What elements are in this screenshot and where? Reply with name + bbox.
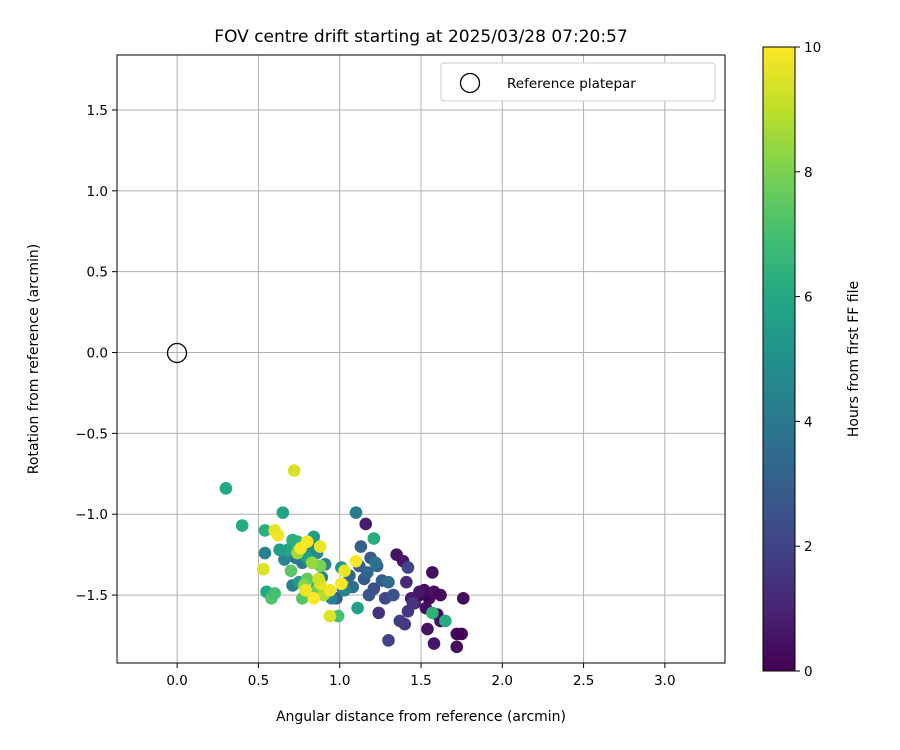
data-point [271, 528, 285, 542]
data-point [286, 533, 299, 547]
data-point [400, 575, 413, 589]
data-point [421, 622, 434, 636]
data-point [439, 614, 452, 628]
data-point [367, 532, 381, 545]
data-point [456, 592, 470, 605]
legend-marker-icon [459, 72, 481, 94]
x-tick-label: 2.5 [573, 673, 594, 689]
x-tick-label: 3.0 [654, 673, 675, 689]
x-tick-label: 0.5 [248, 673, 269, 689]
data-point [427, 637, 441, 650]
data-point [387, 588, 400, 602]
data-point [219, 482, 233, 495]
data-point [235, 519, 249, 532]
data-point [372, 606, 386, 620]
x-tick-label: 0.0 [166, 673, 187, 689]
data-point [276, 506, 290, 519]
colorbar-gradient [762, 46, 796, 672]
data-point [354, 540, 368, 553]
data-point [299, 583, 312, 597]
data-point [287, 464, 301, 477]
chart-title: FOV centre drift starting at 2025/03/28 … [214, 27, 627, 47]
data-point [307, 592, 321, 605]
data-point [338, 564, 351, 578]
data-point [351, 601, 364, 615]
y-tick-label: 0.0 [87, 346, 108, 362]
data-point [349, 554, 363, 568]
data-point [257, 562, 270, 576]
y-tick-label: −0.5 [75, 426, 108, 442]
data-point [359, 517, 373, 531]
data-point [434, 588, 447, 602]
y-axis-label: Rotation from reference (arcmin) [26, 244, 42, 474]
data-point [313, 540, 327, 553]
data-point [455, 627, 468, 641]
x-tick-label: 2.0 [492, 673, 513, 689]
data-point [278, 553, 291, 566]
colorbar-label: Hours from first FF file [846, 281, 862, 437]
data-point [323, 609, 337, 623]
legend-box [440, 62, 716, 102]
data-point [401, 561, 415, 574]
data-point [294, 541, 308, 555]
colorbar-tick-label: 8 [804, 165, 813, 181]
y-axis-ticks: −1.5 −1.0 −0.5 0.0 0.5 1.0 1.5 [75, 103, 117, 604]
x-tick-label: 1.0 [329, 673, 350, 689]
y-tick-label: 1.5 [87, 103, 108, 119]
data-points [219, 464, 470, 654]
colorbar-tick-label: 6 [804, 290, 813, 306]
data-point [312, 572, 325, 586]
data-point [398, 617, 412, 631]
data-point [426, 606, 439, 620]
y-tick-label: 1.0 [87, 184, 108, 200]
data-point [390, 548, 403, 561]
data-point [335, 577, 348, 591]
y-tick-label: −1.5 [75, 588, 108, 604]
data-point [426, 566, 439, 579]
x-axis-ticks: 0.0 0.5 1.0 1.5 2.0 2.5 3.0 [166, 663, 676, 689]
data-point [349, 506, 363, 519]
data-point [450, 640, 464, 654]
data-point [401, 604, 415, 618]
colorbar-tick-label: 4 [804, 414, 813, 430]
data-point [284, 564, 298, 578]
y-tick-label: −1.0 [75, 507, 108, 523]
data-point [323, 583, 337, 597]
reference-platepar-marker [166, 342, 188, 364]
data-point [361, 566, 374, 579]
data-point [268, 587, 281, 600]
data-point [382, 634, 395, 647]
data-point [273, 543, 286, 557]
data-point [258, 546, 272, 560]
data-point [305, 556, 319, 570]
y-tick-label: 0.5 [87, 265, 108, 281]
legend-label: Reference platepar [507, 76, 636, 92]
x-tick-label: 1.5 [410, 673, 431, 689]
legend: Reference platepar [440, 62, 716, 102]
x-axis-label: Angular distance from reference (arcmin) [276, 709, 566, 725]
data-point [362, 588, 376, 602]
data-point [382, 575, 395, 589]
data-point [258, 524, 272, 537]
grid [117, 55, 725, 663]
colorbar-tick-label: 10 [804, 40, 821, 56]
colorbar-tick-label: 2 [804, 539, 813, 555]
colorbar: 0 2 4 6 8 10 Hours from first FF file [762, 40, 862, 680]
data-point [369, 556, 382, 570]
colorbar-tick-label: 0 [804, 664, 813, 680]
colorbar-ticks: 0 2 4 6 8 10 [795, 40, 821, 680]
